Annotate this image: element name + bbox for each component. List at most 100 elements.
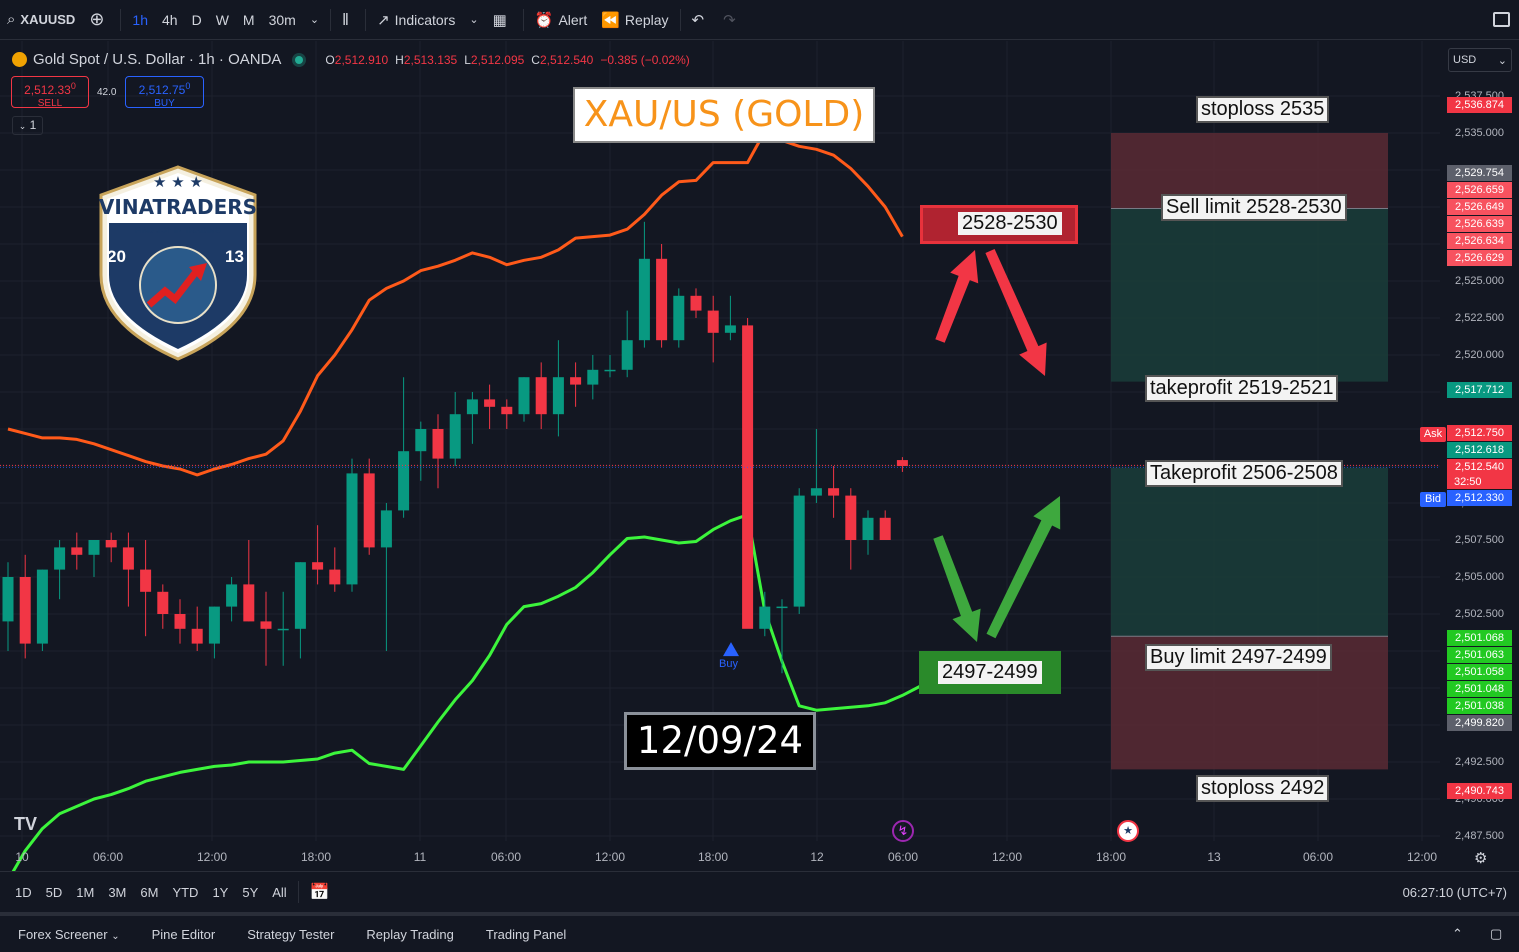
tab-trading-panel[interactable]: Trading Panel [485,926,567,942]
time-tick: 12:00 [594,850,626,864]
sell-limit-label: Sell limit 2528-2530 [1161,194,1347,221]
candle-body [690,295,702,311]
takeprofit-2-label: Takeprofit 2506-2508 [1145,460,1343,487]
redo-button[interactable]: ↷ [716,0,748,40]
replay-button[interactable]: ⏪ Replay [594,0,675,40]
candle-body [88,540,100,555]
candle-body [793,495,805,607]
lightning-event-icon[interactable]: ↯ [892,820,914,842]
alarm-clock-icon: ⏰ [534,11,554,29]
high-value: 2,513.135 [403,52,458,67]
top-toolbar: ⌕ XAUUSD ⊕ 1h 4h D W M 30m ⌄ ‖ ↗ Indicat… [0,0,1519,40]
candle-body [208,606,220,644]
toolbar-divider [297,881,299,903]
time-tick: 06:00 [1302,850,1334,864]
candle-body [398,451,410,511]
time-tick: 18:00 [1095,850,1127,864]
range-6m[interactable]: 6M [140,884,159,900]
candle-body [449,414,461,459]
price-label: 2,499.820 [1447,715,1512,731]
candle-body [122,547,134,570]
chart-type-button[interactable]: ‖ [335,0,361,40]
rewind-icon: ⏪ [601,11,620,29]
sell-button[interactable]: 2,512.330 SELL [11,76,89,109]
price-label: 2,526.649 [1447,199,1512,215]
currency-value: USD [1453,54,1477,66]
tab-pine-editor[interactable]: Pine Editor [151,926,216,942]
candle-body [277,628,289,631]
alert-button[interactable]: ⏰ Alert [528,0,594,40]
tab-replay-trading[interactable]: Replay Trading [366,926,454,942]
range-1y[interactable]: 1Y [212,884,229,900]
collapse-panel-button[interactable]: ⌃ [1452,926,1463,942]
candle-body [828,488,840,496]
price-tick: 2,502.500 [1455,608,1504,620]
range-bar: 1D 5D 1M 3M 6M YTD 1Y 5Y All 📅 06:27:10 … [0,871,1519,912]
toolbar-divider [522,8,524,31]
buy-price: 2,512.75 [138,83,186,97]
candle-body [535,377,547,415]
range-1d[interactable]: 1D [15,884,32,900]
quantity-toggle[interactable]: ⌄ 1 [12,116,43,135]
axis-settings-button[interactable]: ⚙ [1474,849,1487,867]
bid-tag: Bid [1420,492,1446,507]
clock[interactable]: 06:27:10 (UTC+7) [1402,885,1507,900]
interval-1h[interactable]: 1h [132,11,148,28]
price-label: 2,501.048 [1447,681,1512,697]
symbol-search[interactable]: ⌕ XAUUSD [0,0,82,40]
time-tick: 06:00 [887,850,919,864]
candle-body [742,325,754,629]
green-arrow-up [986,496,1061,639]
range-1m[interactable]: 1M [76,884,95,900]
range-5d[interactable]: 5D [45,884,63,900]
candle-body [656,258,668,341]
candle-body [604,369,616,372]
indicators-icon: ↗ [377,11,390,29]
candle-body [415,429,427,452]
candle-body [587,369,599,385]
interval-dropdown[interactable]: ⌄ [303,0,326,40]
candle-body [776,606,788,609]
range-all[interactable]: All [272,884,287,900]
buy-button[interactable]: 2,512.750 BUY [125,76,204,109]
close-label: C [531,52,540,67]
interval-m[interactable]: M [242,11,255,28]
candle-body [191,628,203,644]
indicators-button[interactable]: ↗ Indicators [370,0,462,40]
interval-w[interactable]: W [215,11,229,28]
goto-date-button[interactable]: 📅 [303,882,337,902]
tab-forex-screener[interactable]: Forex Screener ⌄ [0,927,136,942]
buy-zone-box: 2497-2499 [919,651,1061,694]
range-5y[interactable]: 5Y [242,884,259,900]
buy-signal-label: Buy [719,658,738,670]
interval-30m[interactable]: 30m [268,11,296,28]
candle-body [484,399,496,407]
price-label: 2,512.540 [1447,459,1512,475]
fullscreen-button[interactable] [1486,0,1517,40]
bottom-panel-bar: Forex Screener ⌄ Pine Editor Strategy Te… [0,912,1519,952]
maximize-panel-button[interactable]: ▢ [1490,926,1502,942]
time-tick: 12 [810,850,824,864]
interval-4h[interactable]: 4h [161,11,178,28]
range-ytd[interactable]: YTD [172,884,199,900]
chevron-down-icon: ⌄ [111,930,120,942]
indicators-dropdown[interactable]: ⌄ [462,0,485,40]
upper-band-line [7,130,904,477]
undo-button[interactable]: ↶ [685,0,717,40]
range-3m[interactable]: 3M [108,884,127,900]
open-value: 2,512.910 [334,52,389,67]
buy-limit-label: Buy limit 2497-2499 [1145,644,1332,671]
compare-button[interactable]: ⊕ [82,0,116,40]
price-tick: 2,492.500 [1455,756,1504,768]
candle-body [54,547,66,570]
candle-body [294,562,306,629]
layouts-button[interactable]: ▦ [486,0,519,40]
candle-body [226,584,238,607]
interval-d[interactable]: D [191,11,202,28]
us-flag-event-icon[interactable]: ★ [1117,820,1139,842]
tab-strategy-tester[interactable]: Strategy Tester [247,926,335,942]
currency-select[interactable]: USD ⌄ [1448,48,1512,72]
zone-sell-target [1111,208,1388,382]
legend-title: Gold Spot / U.S. Dollar · 1h · OANDA [33,51,282,68]
price-label: 2,517.712 [1447,382,1512,398]
